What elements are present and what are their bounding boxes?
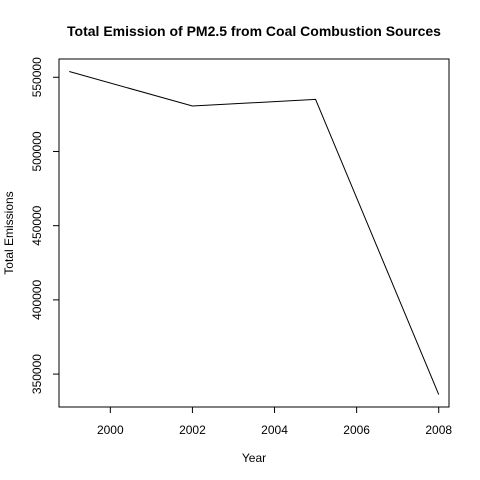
y-tick-label: 350000: [30, 354, 44, 394]
y-axis-label: Total Emissions: [2, 191, 16, 274]
y-tick-label: 550000: [30, 57, 44, 97]
series-line: [69, 71, 440, 395]
chart-title: Total Emission of PM2.5 from Coal Combus…: [67, 23, 441, 39]
x-axis: 2000 2002 2004 2006 2008: [97, 407, 452, 437]
x-tick-label: 2008: [425, 423, 452, 437]
series-group: [69, 71, 440, 395]
x-tick-label: 2000: [97, 423, 124, 437]
x-tick-label: 2006: [343, 423, 370, 437]
y-tick-label: 500000: [30, 131, 44, 171]
x-tick-label: 2002: [179, 423, 206, 437]
y-axis: 350000 400000 450000 500000 550000: [30, 57, 59, 394]
y-tick-label: 400000: [30, 280, 44, 320]
y-tick-label: 450000: [30, 205, 44, 245]
x-tick-label: 2004: [261, 423, 288, 437]
x-axis-label: Year: [242, 451, 266, 465]
plot-area-frame: [58, 58, 450, 408]
